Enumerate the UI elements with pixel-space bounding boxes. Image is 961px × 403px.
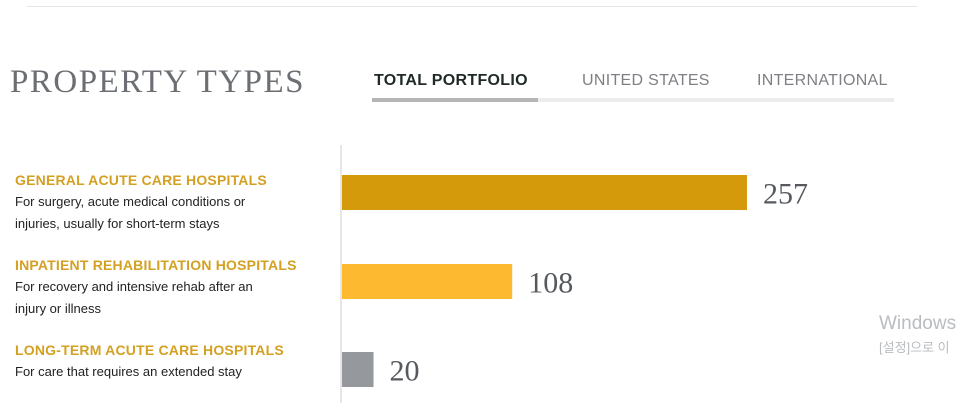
row-label-inpatient-rehab: INPATIENT REHABILITATION HOSPITALS For r…: [15, 256, 315, 320]
category-name: GENERAL ACUTE CARE HOSPITALS: [15, 172, 267, 188]
bar[interactable]: [342, 352, 374, 387]
tab-total-portfolio[interactable]: TOTAL PORTFOLIO: [374, 72, 528, 89]
tab-international[interactable]: INTERNATIONAL: [757, 72, 888, 89]
category-description: For surgery, acute medical conditions or…: [15, 194, 246, 231]
category-description: For care that requires an extended stay: [15, 364, 242, 379]
bar[interactable]: [342, 264, 513, 299]
active-tab-indicator: [372, 98, 538, 102]
category-name: LONG-TERM ACUTE CARE HOSPITALS: [15, 342, 284, 358]
bar[interactable]: [342, 175, 747, 210]
tab-united-states[interactable]: UNITED STATES: [582, 72, 710, 89]
bar-value-label: 257: [763, 178, 808, 211]
section-title: PROPERTY TYPES: [10, 64, 306, 100]
row-label-general-acute: GENERAL ACUTE CARE HOSPITALS For surgery…: [15, 171, 315, 235]
top-divider: [27, 6, 917, 7]
bar-value-label: 20: [390, 355, 420, 388]
row-label-long-term-acute: LONG-TERM ACUTE CARE HOSPITALS For care …: [15, 341, 315, 383]
category-name: INPATIENT REHABILITATION HOSPITALS: [15, 257, 297, 273]
bar-value-label: 108: [528, 267, 573, 300]
region-tabs: TOTAL PORTFOLIO UNITED STATES INTERNATIO…: [372, 70, 894, 102]
tabs-track: [372, 98, 894, 102]
category-description: For recovery and intensive rehab after a…: [15, 279, 253, 316]
windows-watermark: Windows: [879, 313, 957, 334]
windows-watermark-subtext: [설정]으로 이: [879, 340, 950, 355]
